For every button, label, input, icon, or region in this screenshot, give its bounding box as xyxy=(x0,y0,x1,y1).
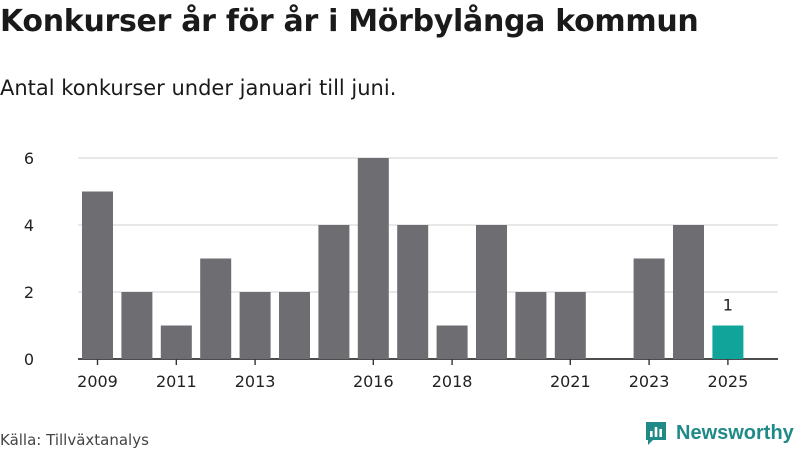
bar xyxy=(357,158,389,359)
brand-logo: Newsworthy xyxy=(644,420,794,446)
x-tick-label: 2016 xyxy=(353,372,394,391)
bar xyxy=(121,292,153,359)
x-tick-label: 2025 xyxy=(708,372,749,391)
y-tick-label: 6 xyxy=(24,149,34,168)
bar xyxy=(633,258,665,359)
y-tick-label: 4 xyxy=(24,216,34,235)
bar xyxy=(279,292,310,359)
bar-chart-logo-icon xyxy=(646,422,666,445)
bar xyxy=(397,225,429,359)
bar xyxy=(239,292,271,359)
axis-labels: 0 2 4 6 1 2009 2011 2013 2016 2018 2021 2023 2025 xyxy=(24,149,748,391)
data-label: 1 xyxy=(723,296,733,315)
bar xyxy=(200,258,232,359)
x-tick-label: 2018 xyxy=(432,372,473,391)
bar xyxy=(554,292,586,359)
bar-highlight xyxy=(712,325,744,359)
bar xyxy=(318,225,350,359)
brand-name: Newsworthy xyxy=(676,421,794,444)
bar xyxy=(436,325,468,359)
bars xyxy=(82,158,744,359)
bar xyxy=(673,225,704,359)
bar xyxy=(82,191,113,359)
source-note: Källa: Tillväxtanalys xyxy=(0,431,149,449)
chart-title: Konkurser år för år i Mörbylånga kommun xyxy=(0,4,699,39)
chart-subtitle: Antal konkurser under januari till juni. xyxy=(0,76,397,100)
bar xyxy=(515,292,547,359)
x-tick-label: 2011 xyxy=(156,372,197,391)
y-tick-label: 2 xyxy=(24,283,34,302)
bar xyxy=(476,225,507,359)
y-tick-label: 0 xyxy=(24,350,34,369)
bar-chart: 0 2 4 6 1 2009 2011 2013 2016 2018 2021 2023 2025 xyxy=(24,149,778,391)
x-tick-label: 2023 xyxy=(629,372,670,391)
x-tick-label: 2021 xyxy=(550,372,591,391)
x-tick-label: 2013 xyxy=(235,372,276,391)
bar xyxy=(160,325,192,359)
x-tick-label: 2009 xyxy=(77,372,118,391)
